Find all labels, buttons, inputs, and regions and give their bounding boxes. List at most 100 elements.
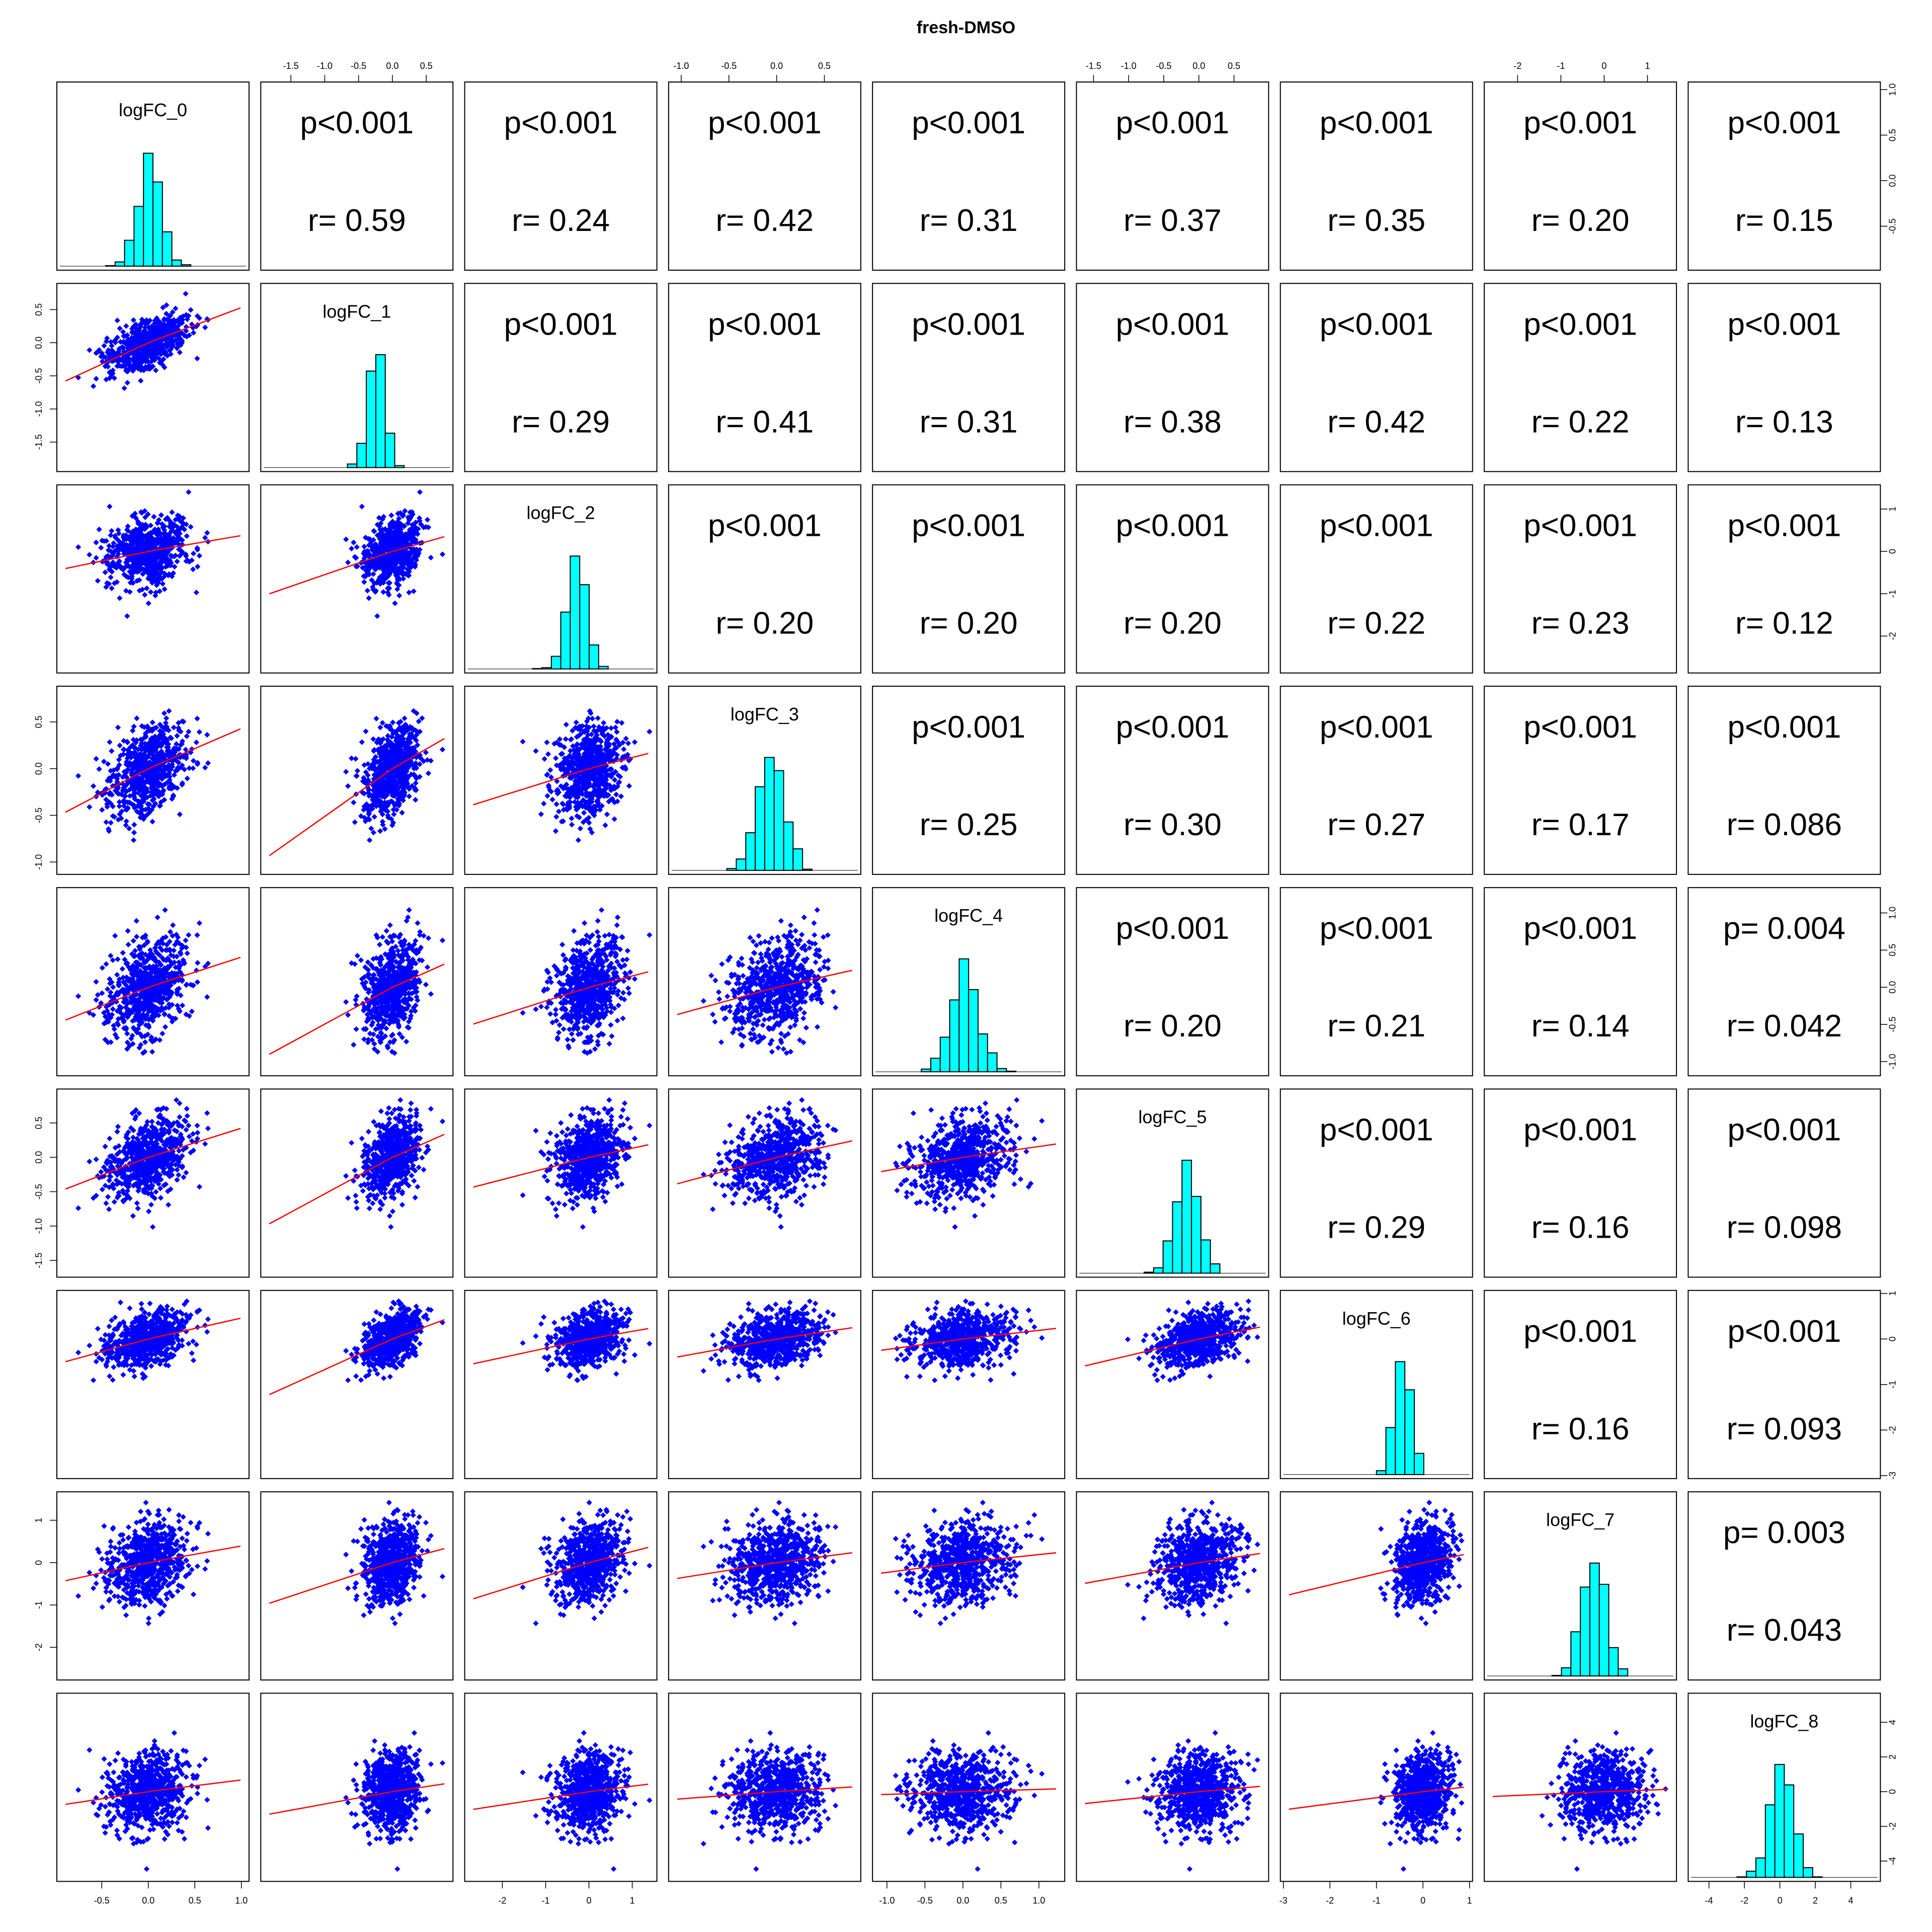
hist-bar bbox=[589, 644, 599, 670]
hist-bar bbox=[124, 239, 135, 267]
r-value-text: r= 0.27 bbox=[1327, 808, 1425, 842]
r-value-text: r= 0.24 bbox=[512, 203, 610, 238]
p-value-text: p<0.001 bbox=[708, 106, 822, 140]
hist-bar bbox=[171, 259, 182, 267]
hist-bar bbox=[181, 264, 192, 267]
p-value-text: p<0.001 bbox=[504, 307, 618, 342]
r-value-text: r= 0.35 bbox=[1327, 203, 1425, 238]
p-value-text: p<0.001 bbox=[1116, 509, 1230, 543]
panel-3-7: p<0.001 r= 0.17 bbox=[1484, 685, 1677, 875]
hist-bar bbox=[162, 231, 173, 267]
hist-bar bbox=[773, 770, 784, 871]
r-value-text: r= 0.23 bbox=[1532, 606, 1630, 641]
p-value-text: p<0.001 bbox=[504, 106, 618, 140]
scatter-point bbox=[87, 347, 93, 353]
hist-bar bbox=[764, 757, 775, 871]
hist-bar bbox=[570, 555, 581, 670]
r-value-text: r= 0.17 bbox=[1532, 808, 1630, 842]
variable-label: logFC_2 bbox=[527, 503, 595, 523]
hist-bar bbox=[114, 261, 125, 267]
panel-2-5: p<0.001 r= 0.20 bbox=[1076, 484, 1269, 674]
p-value-text: p<0.001 bbox=[1320, 710, 1433, 745]
p-value-text: p<0.001 bbox=[1727, 106, 1841, 140]
chart-title: fresh-DMSO bbox=[917, 18, 1015, 37]
panel-3-5: p<0.001 r= 0.30 bbox=[1076, 685, 1269, 875]
p-value-text: p<0.001 bbox=[1116, 710, 1230, 745]
r-value-text: r= 0.59 bbox=[308, 203, 406, 238]
panel-box bbox=[464, 685, 658, 875]
r-value-text: r= 0.20 bbox=[1123, 606, 1222, 641]
r-value-text: r= 0.12 bbox=[1735, 606, 1833, 641]
r-value-text: r= 0.38 bbox=[1123, 405, 1222, 439]
scatter-point bbox=[117, 326, 123, 332]
panel-3-6: p<0.001 r= 0.27 bbox=[1279, 685, 1473, 875]
p-value-text: p<0.001 bbox=[708, 509, 822, 543]
r-value-text: r= 0.22 bbox=[1532, 405, 1630, 439]
hist-bar bbox=[598, 666, 609, 670]
panel-box bbox=[1279, 82, 1473, 271]
panel-box bbox=[260, 82, 454, 271]
panel-box bbox=[260, 484, 454, 674]
panel-box bbox=[872, 82, 1066, 271]
p-value-text: p<0.001 bbox=[1320, 106, 1433, 140]
panel-1-0 bbox=[56, 283, 250, 472]
hist-bar bbox=[783, 821, 794, 871]
hist-bar bbox=[366, 370, 376, 468]
p-value-text: p<0.001 bbox=[912, 307, 1025, 342]
panel-3-0 bbox=[56, 685, 250, 875]
p-value-text: p<0.001 bbox=[708, 307, 822, 342]
p-value-text: p<0.001 bbox=[1523, 106, 1637, 140]
panel-box bbox=[464, 82, 658, 271]
hist-bar bbox=[384, 432, 395, 468]
r-value-text: r= 0.42 bbox=[1327, 405, 1425, 439]
variable-label: logFC_1 bbox=[323, 301, 391, 321]
panel-4-0 bbox=[56, 887, 250, 1077]
panel-0-6: p<0.001 r= 0.35 bbox=[1279, 82, 1473, 271]
r-value-text: r= 0.20 bbox=[1532, 203, 1630, 238]
r-value-text: r= 0.37 bbox=[1123, 203, 1222, 238]
p-value-text: p<0.001 bbox=[1727, 509, 1841, 543]
r-value-text: r= 0.41 bbox=[716, 405, 814, 439]
hist-bar bbox=[133, 206, 144, 267]
r-value-text: r= 0.20 bbox=[716, 606, 814, 641]
p-value-text: p<0.001 bbox=[912, 509, 1025, 543]
variable-label: logFC_3 bbox=[731, 704, 799, 725]
hist-bar bbox=[755, 786, 765, 871]
hist-bar bbox=[356, 443, 367, 468]
panel-0-0: logFC_0 bbox=[56, 82, 250, 271]
panel-2-0 bbox=[56, 484, 250, 674]
panel-box bbox=[260, 685, 454, 875]
scatter-point bbox=[96, 347, 102, 353]
panel-box bbox=[1687, 82, 1881, 271]
panel-box bbox=[1076, 82, 1269, 271]
hist-bar bbox=[375, 354, 386, 468]
panel-3-1 bbox=[260, 685, 454, 875]
hist-bar bbox=[347, 463, 358, 468]
hist-bar bbox=[143, 152, 154, 267]
r-value-text: r= 0.30 bbox=[1123, 808, 1222, 842]
r-value-text: r= 0.31 bbox=[920, 203, 1018, 238]
p-value-text: p<0.001 bbox=[1523, 710, 1637, 745]
panel-box bbox=[1484, 82, 1677, 271]
p-value-text: p<0.001 bbox=[300, 106, 414, 140]
hist-bar bbox=[802, 868, 813, 871]
r-value-text: r= 0.22 bbox=[1327, 606, 1425, 641]
panel-0-3: p<0.001 r= 0.42 bbox=[668, 82, 861, 271]
r-value-text: r= 0.42 bbox=[716, 203, 814, 238]
hist-bar bbox=[560, 611, 571, 670]
scatter-point bbox=[160, 356, 167, 362]
panel-0-1: p<0.001 r= 0.59 bbox=[260, 82, 454, 271]
panel-1-3: p<0.001 r= 0.41 bbox=[668, 283, 861, 472]
hist-bar bbox=[152, 181, 163, 267]
hist-bar bbox=[792, 848, 803, 871]
